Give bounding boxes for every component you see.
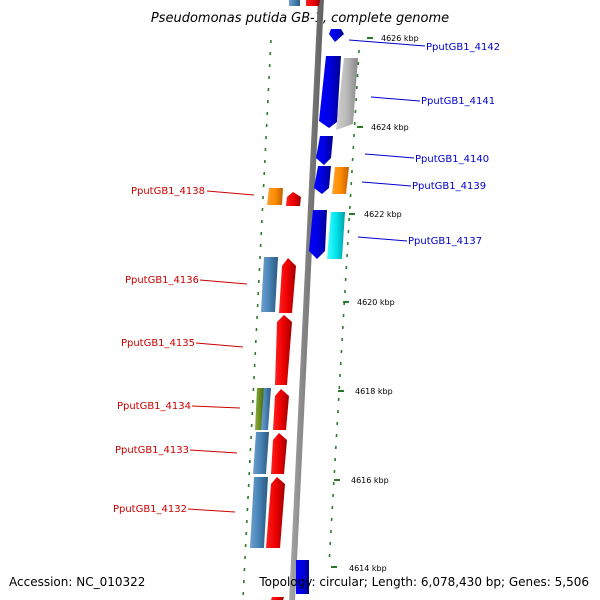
forward-gene-labels: PputGB1_4142 PputGB1_4141 PputGB1_4140 P… <box>348 39 500 247</box>
label-leader <box>187 508 236 513</box>
reverse-strand-features <box>250 188 301 600</box>
label-leader <box>206 190 255 196</box>
gene-arrow-reverse <box>275 315 292 385</box>
label-leader <box>195 342 244 348</box>
label-leader <box>361 181 412 187</box>
gene-label-reverse: PputGB1_4136 <box>125 275 199 286</box>
gene-arrow-reverse <box>279 258 296 313</box>
scale-tick-label: 4616 kbp <box>351 476 389 485</box>
gene-label-reverse: PputGB1_4134 <box>117 401 191 412</box>
gene-arrow-reverse <box>250 477 268 548</box>
gene-arrow-reverse <box>266 477 285 548</box>
track-guides <box>242 39 360 596</box>
label-leader <box>199 279 248 285</box>
gene-label-forward: PputGB1_4140 <box>415 154 489 165</box>
scale-tick-label: 4620 kbp <box>357 298 395 307</box>
label-leader <box>370 96 421 102</box>
map-title: Pseudomonas putida GB-1, complete genome <box>151 11 449 26</box>
gene-label-reverse: PputGB1_4135 <box>121 338 195 349</box>
accession-label: Accession: NC_010322 <box>9 575 145 589</box>
gene-label-forward: PputGB1_4139 <box>412 181 486 192</box>
gene-arrow-reverse <box>253 432 269 474</box>
label-leader <box>189 449 238 454</box>
scale-tick-label: 4618 kbp <box>355 387 393 396</box>
gene-arrow-forward <box>336 58 358 130</box>
gene-arrow-reverse <box>271 433 287 474</box>
gene-label-forward: PputGB1_4141 <box>421 96 495 107</box>
gene-arrow-reverse <box>261 257 278 312</box>
gene-arrow-reverse <box>267 188 283 205</box>
gene-arrow-forward <box>314 166 331 194</box>
scale-tick-label: 4624 kbp <box>371 123 409 132</box>
gene-arrow-forward <box>332 167 349 194</box>
forward-strand-features <box>289 0 358 594</box>
scale-tick-label: 4626 kbp <box>381 34 419 43</box>
gene-label-reverse: PputGB1_4138 <box>131 186 205 197</box>
gene-arrow-reverse <box>273 389 289 430</box>
gene-label-forward: PputGB1_4137 <box>408 236 482 247</box>
gene-arrow-forward <box>309 210 327 259</box>
gene-arrow-forward <box>319 56 341 128</box>
gene-arrow-forward <box>327 212 345 259</box>
gene-arrow-forward <box>306 0 320 6</box>
gene-arrow-forward <box>329 29 344 42</box>
genome-backbone <box>289 0 324 600</box>
reverse-gene-labels: PputGB1_4138 PputGB1_4136 PputGB1_4135 P… <box>113 186 255 515</box>
gene-arrow-forward <box>289 0 300 6</box>
scale-tick-label: 4614 kbp <box>349 564 387 573</box>
topology-label: Topology: circular; Length: 6,078,430 bp… <box>258 575 589 589</box>
gene-label-forward: PputGB1_4142 <box>426 42 500 53</box>
scale-ticks: 4626 kbp 4624 kbp 4622 kbp 4620 kbp 4618… <box>331 34 419 573</box>
gene-label-reverse: PputGB1_4132 <box>113 504 187 515</box>
label-leader <box>357 236 408 242</box>
scale-tick-label: 4622 kbp <box>364 210 402 219</box>
gene-arrow-reverse <box>261 388 271 430</box>
gene-arrow-forward <box>316 136 333 165</box>
label-leader <box>191 405 241 409</box>
label-leader <box>364 153 415 159</box>
gene-label-reverse: PputGB1_4133 <box>115 445 189 456</box>
gene-arrow-forward <box>296 560 309 594</box>
gene-arrow-reverse <box>286 192 301 206</box>
label-leader <box>348 39 426 47</box>
gene-arrow-reverse <box>271 597 284 600</box>
